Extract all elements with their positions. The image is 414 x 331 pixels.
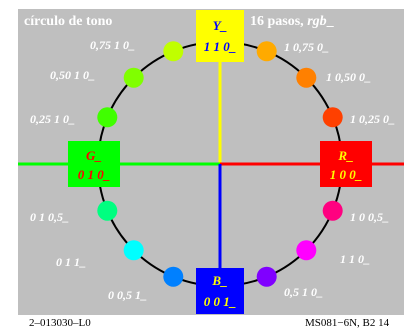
green-box-name: G_ bbox=[86, 148, 102, 163]
dot-label: 1 0 0,5_ bbox=[350, 210, 389, 224]
red-box-name: R_ bbox=[338, 148, 354, 163]
dot-label: 1 1 0_ bbox=[340, 252, 370, 266]
diagram-title: círculo de tono bbox=[24, 14, 113, 29]
yellow-box-code: 1 1 0_ bbox=[203, 39, 237, 54]
dot-label: 1 0,50 0_ bbox=[326, 70, 371, 84]
hue-dot bbox=[296, 240, 317, 261]
dot-label: 0,5 1 0_ bbox=[284, 285, 323, 299]
blue-box-name: B_ bbox=[212, 273, 228, 288]
yellow-box-name: Y_ bbox=[212, 18, 228, 33]
dot-label: 0,25 1 0_ bbox=[30, 112, 75, 126]
dot-label: 0 1 1_ bbox=[56, 255, 86, 269]
blue-box: B_ 0 0 1_ bbox=[196, 268, 244, 314]
diagram-steps: 16 pasos, rgb_ bbox=[250, 14, 334, 29]
hue-dot bbox=[256, 266, 277, 287]
green-box: G_ 0 1 0_ bbox=[68, 141, 120, 187]
dot-label: 0 1 0,5_ bbox=[30, 210, 69, 224]
dot-label: 1 0,25 0_ bbox=[350, 112, 395, 126]
footer-right: MS081−6N, B2 14 bbox=[305, 317, 390, 329]
hue-dot bbox=[296, 67, 317, 88]
green-box-code: 0 1 0_ bbox=[77, 167, 111, 182]
red-box-code: 1 0 0_ bbox=[329, 167, 363, 182]
hue-dot bbox=[163, 41, 184, 62]
blue-box-code: 0 0 1_ bbox=[203, 294, 237, 309]
hue-dot bbox=[322, 200, 343, 221]
hue-dot bbox=[123, 67, 144, 88]
hue-dot bbox=[322, 107, 343, 128]
hue-dot bbox=[97, 107, 118, 128]
hue-dot bbox=[163, 266, 184, 287]
hue-dot bbox=[123, 240, 144, 261]
hue-dot bbox=[256, 41, 277, 62]
hue-dot bbox=[97, 200, 118, 221]
dot-label: 0 0,5 1_ bbox=[108, 288, 147, 302]
red-box: R_ 1 0 0_ bbox=[320, 141, 372, 187]
dot-label: 0,75 1 0_ bbox=[90, 38, 135, 52]
dot-label: 0,50 1 0_ bbox=[50, 68, 95, 82]
yellow-box: Y_ 1 1 0_ bbox=[196, 10, 244, 62]
dot-label: 1 0,75 0_ bbox=[284, 40, 329, 54]
footer-left: 2–013030–L0 bbox=[29, 317, 91, 329]
